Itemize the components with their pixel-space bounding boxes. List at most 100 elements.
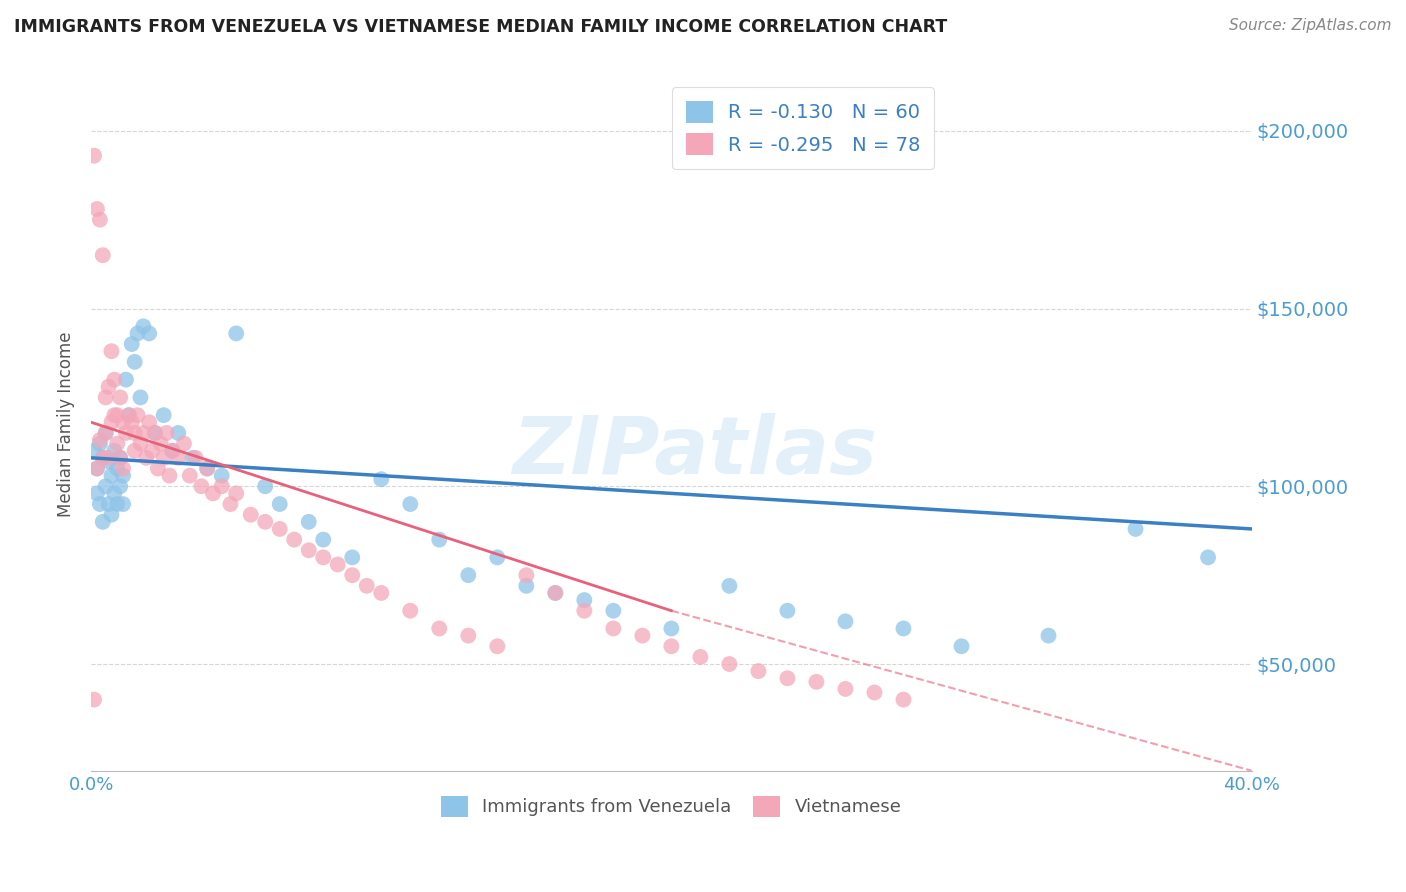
Point	[83, 148, 105, 162]
Point	[152, 450, 174, 465]
Point	[269, 497, 291, 511]
Point	[108, 479, 131, 493]
Point	[108, 450, 131, 465]
Point	[167, 425, 190, 440]
Point	[94, 391, 117, 405]
Point	[195, 461, 218, 475]
Point	[97, 380, 120, 394]
Point	[97, 497, 120, 511]
Point	[457, 568, 479, 582]
Point	[162, 443, 184, 458]
Point	[718, 579, 741, 593]
Point	[86, 461, 108, 475]
Point	[143, 425, 166, 440]
Point	[103, 486, 125, 500]
Point	[108, 391, 131, 405]
Point	[181, 450, 204, 465]
Point	[86, 486, 108, 500]
Point	[211, 468, 233, 483]
Point	[190, 479, 212, 493]
Point	[152, 408, 174, 422]
Point	[201, 486, 224, 500]
Point	[118, 408, 141, 422]
Point	[1197, 550, 1219, 565]
Point	[124, 425, 146, 440]
Point	[100, 415, 122, 429]
Point	[661, 640, 683, 654]
Point	[950, 640, 973, 654]
Point	[427, 622, 450, 636]
Point	[91, 248, 114, 262]
Point	[515, 568, 537, 582]
Point	[141, 443, 163, 458]
Point	[97, 454, 120, 468]
Point	[100, 508, 122, 522]
Point	[544, 586, 567, 600]
Point	[115, 425, 138, 440]
Point	[834, 615, 856, 629]
Point	[112, 497, 135, 511]
Point	[121, 415, 143, 429]
Point	[89, 497, 111, 511]
Point	[146, 461, 169, 475]
Point	[115, 373, 138, 387]
Point	[747, 664, 769, 678]
Point	[486, 550, 509, 565]
Point	[138, 415, 160, 429]
Point	[112, 415, 135, 429]
Point	[135, 450, 157, 465]
Point	[149, 436, 172, 450]
Point	[399, 497, 422, 511]
Point	[83, 443, 105, 458]
Text: Source: ZipAtlas.com: Source: ZipAtlas.com	[1229, 18, 1392, 33]
Point	[312, 550, 335, 565]
Point	[132, 319, 155, 334]
Point	[326, 558, 349, 572]
Point	[893, 692, 915, 706]
Point	[195, 461, 218, 475]
Point	[283, 533, 305, 547]
Point	[1038, 629, 1060, 643]
Legend: Immigrants from Venezuela, Vietnamese: Immigrants from Venezuela, Vietnamese	[433, 789, 910, 824]
Point	[574, 604, 596, 618]
Point	[86, 202, 108, 216]
Point	[105, 436, 128, 450]
Text: ZIPatlas: ZIPatlas	[512, 413, 877, 491]
Point	[155, 425, 177, 440]
Point	[124, 443, 146, 458]
Point	[776, 604, 799, 618]
Point	[602, 622, 624, 636]
Point	[776, 671, 799, 685]
Point	[143, 425, 166, 440]
Point	[225, 486, 247, 500]
Point	[94, 425, 117, 440]
Point	[138, 326, 160, 341]
Point	[97, 450, 120, 465]
Point	[342, 568, 364, 582]
Point	[162, 443, 184, 458]
Point	[121, 337, 143, 351]
Point	[689, 649, 711, 664]
Point	[544, 586, 567, 600]
Point	[105, 461, 128, 475]
Point	[298, 543, 321, 558]
Point	[370, 586, 392, 600]
Point	[515, 579, 537, 593]
Point	[89, 212, 111, 227]
Point	[105, 497, 128, 511]
Point	[127, 326, 149, 341]
Point	[661, 622, 683, 636]
Point	[457, 629, 479, 643]
Point	[103, 443, 125, 458]
Point	[399, 604, 422, 618]
Point	[863, 685, 886, 699]
Point	[427, 533, 450, 547]
Point	[89, 436, 111, 450]
Point	[100, 344, 122, 359]
Point	[108, 450, 131, 465]
Point	[103, 408, 125, 422]
Point	[112, 461, 135, 475]
Point	[94, 479, 117, 493]
Point	[86, 461, 108, 475]
Point	[91, 515, 114, 529]
